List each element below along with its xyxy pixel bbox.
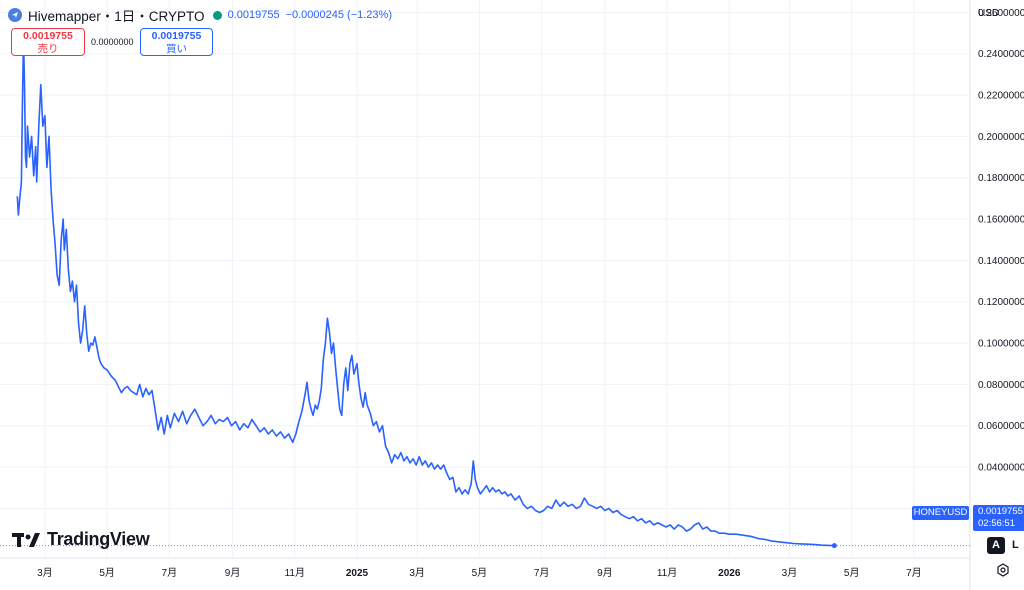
header-change: −0.0000245 (−1.23%) <box>285 9 392 21</box>
y-tick-label: 0.0400000 <box>978 463 1024 474</box>
x-tick-label: 5月 <box>99 567 115 579</box>
x-tick-label: 9月 <box>597 567 613 579</box>
symbol-badge: HONEYUSD <box>912 506 969 520</box>
x-tick-label: 7月 <box>906 567 922 579</box>
tradingview-logo-icon <box>12 532 40 547</box>
x-tick-label: 3月 <box>782 567 798 579</box>
x-tick-label: 2026 <box>718 568 741 579</box>
y-tick-label: 0.2600000 <box>978 8 1024 19</box>
x-tick-label: 2025 <box>346 568 369 579</box>
y-axis-ticks: 0.2600000 0.2400000 0.2200000 0.2000000 0.18… <box>978 8 1024 515</box>
y-tick-label: 0.0800000 <box>978 380 1024 391</box>
last-price-badge: 0.0019755 02:56:51 <box>973 505 1024 531</box>
grid <box>0 0 970 558</box>
x-tick-label: 11月 <box>285 567 305 579</box>
sell-label: 売り <box>37 43 59 55</box>
auto-scale-button[interactable]: A <box>987 537 1005 554</box>
y-tick-label: 0.1800000 <box>978 173 1024 184</box>
x-tick-label: 7月 <box>534 567 550 579</box>
x-tick-label: 7月 <box>162 567 178 579</box>
y-tick-label: 0.1600000 <box>978 215 1024 226</box>
series-layer <box>16 36 837 549</box>
sell-price: 0.0019755 <box>23 30 73 42</box>
sell-button[interactable]: 0.0019755 売り <box>11 28 85 56</box>
header-last-value: 0.0019755 <box>227 9 280 21</box>
x-tick-label: 3月 <box>37 567 53 579</box>
y-tick-label: 0.1400000 <box>978 256 1024 267</box>
y-tick-label: 0.2000000 <box>978 132 1024 143</box>
hivemapper-logo-icon <box>8 8 22 22</box>
series-line-honeyusd <box>16 36 835 547</box>
last-price-label: 0.0019755 <box>978 506 1023 517</box>
y-tick-label: 0.0600000 <box>978 421 1024 432</box>
log-scale-button[interactable]: L <box>1012 539 1019 551</box>
x-tick-label: 3月 <box>409 567 425 579</box>
x-tick-label: 5月 <box>844 567 860 579</box>
x-tick-label: 9月 <box>225 567 241 579</box>
y-tick-label: 0.2200000 <box>978 91 1024 102</box>
chart-header: Hivemapper・1日・CRYPTO 0.0019755 −0.000024… <box>8 5 392 25</box>
axes <box>0 0 971 590</box>
buy-price: 0.0019755 <box>151 30 202 42</box>
buy-label: 買い <box>166 43 187 55</box>
x-tick-label: 11月 <box>657 567 677 579</box>
x-axis-ticks: 3月 5月 7月 9月 11月 2025 3月 5月 7月 9月 11月 2026 3月 5月 7月 <box>37 567 922 579</box>
gear-icon <box>997 563 1009 577</box>
y-tick-label: 0.1000000 <box>978 339 1024 350</box>
currency-label[interactable]: USD <box>978 8 1000 19</box>
tradingview-logo[interactable]: TradingView <box>12 529 150 550</box>
y-tick-label: 0.2400000 <box>978 49 1024 60</box>
countdown-label: 02:56:51 <box>978 518 1015 529</box>
logo-text: TradingView <box>47 529 150 549</box>
settings-button[interactable] <box>996 563 1010 582</box>
x-tick-label: 5月 <box>472 567 488 579</box>
market-status-icon <box>212 10 222 20</box>
y-tick-label: 0.1200000 <box>978 297 1024 308</box>
buy-button[interactable]: 0.0019755 買い <box>140 28 213 56</box>
spread-value: 0.0000000 <box>91 37 134 47</box>
symbol-title[interactable]: Hivemapper・1日・CRYPTO <box>28 9 205 24</box>
